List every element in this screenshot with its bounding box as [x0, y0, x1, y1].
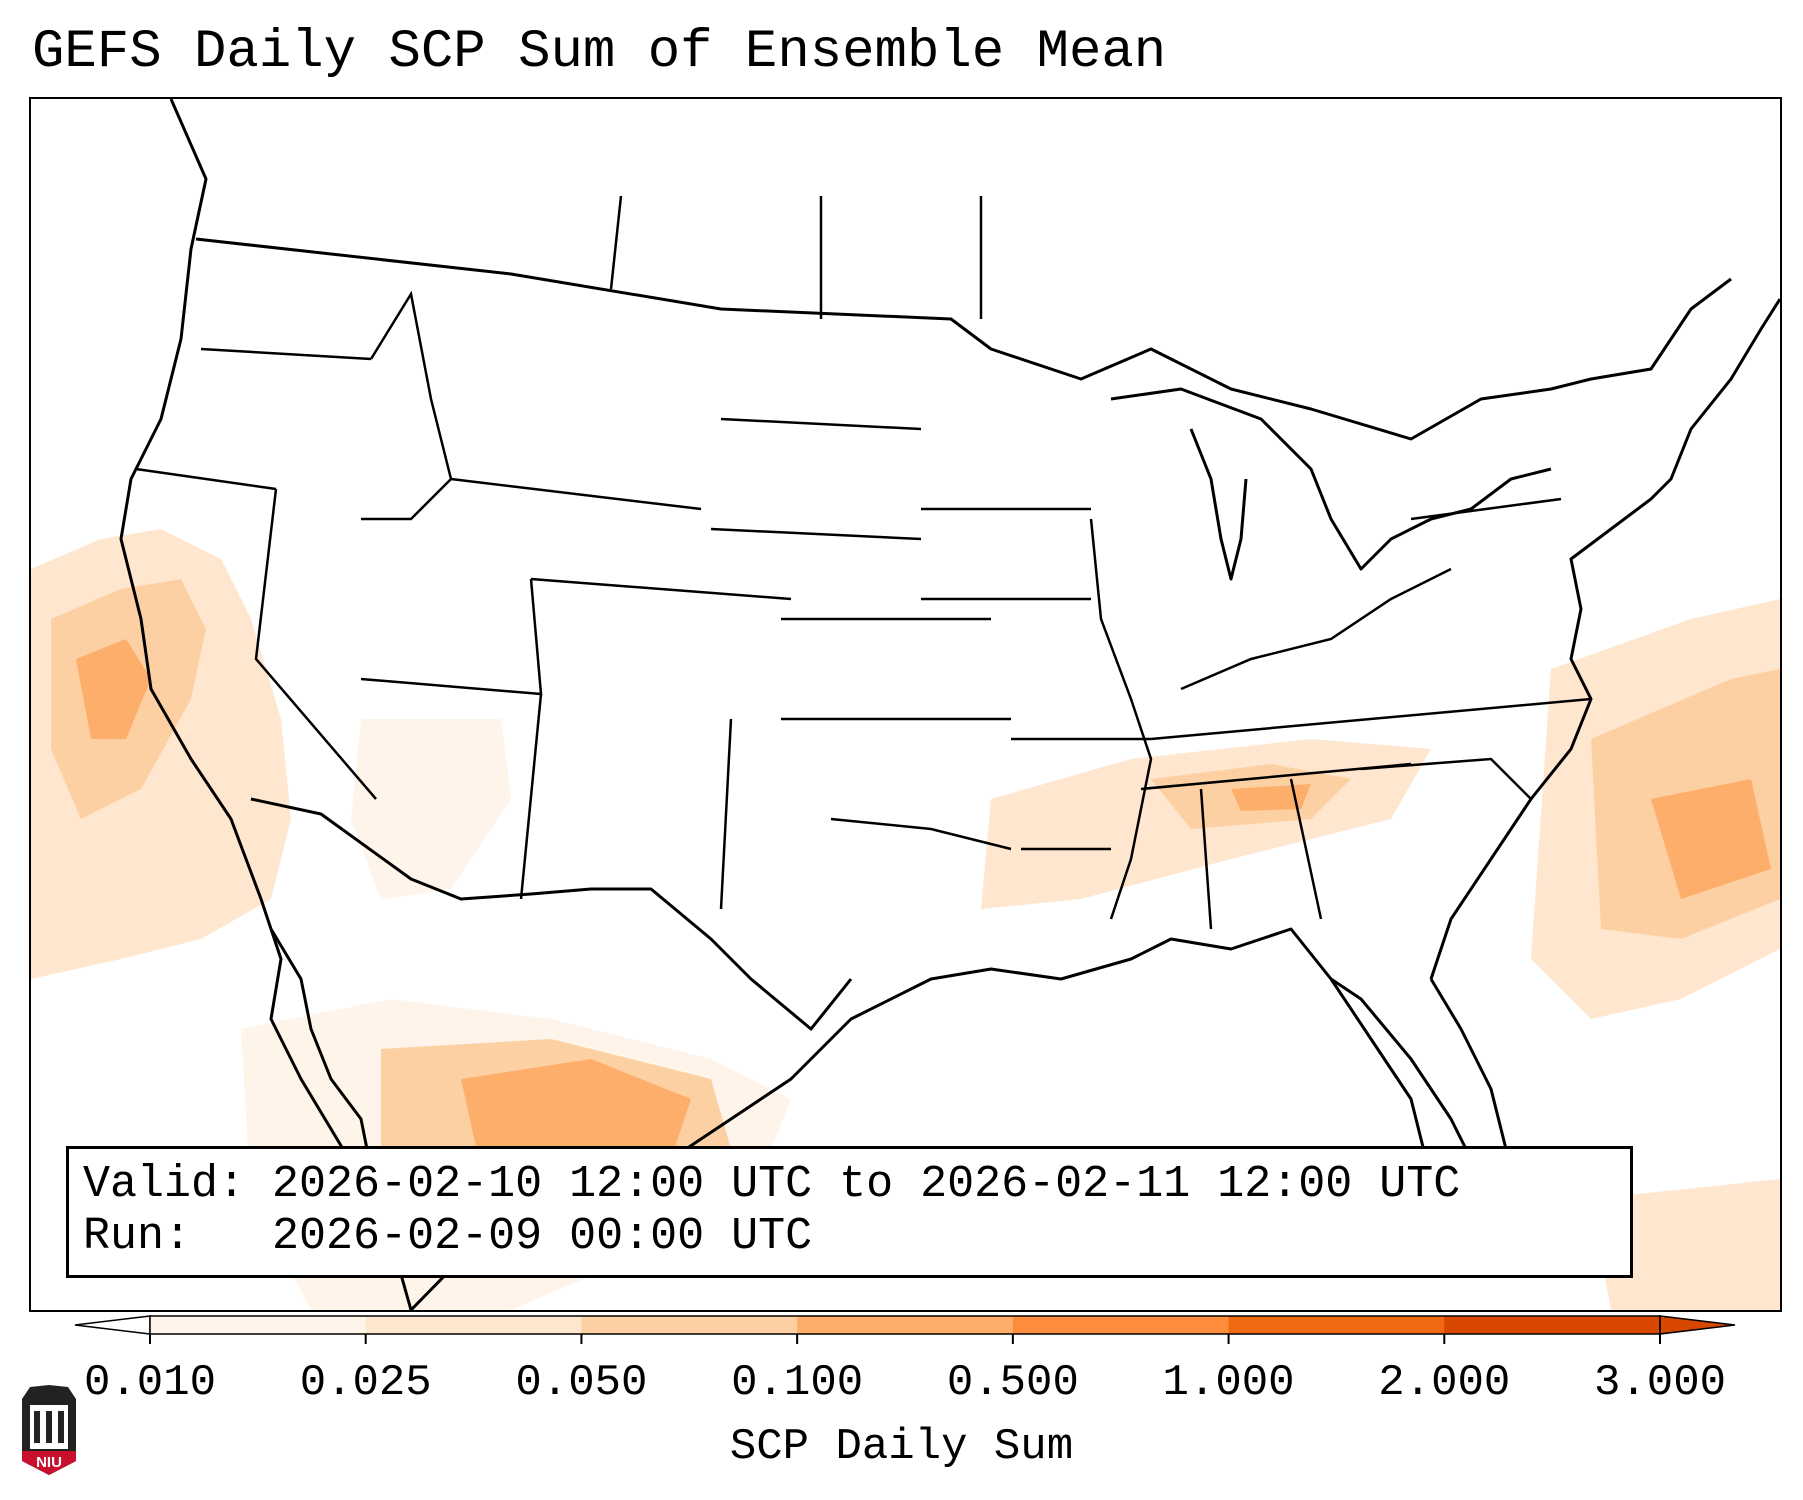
- valid-row: Valid: 2026-02-10 12:00 UTC to 2026-02-1…: [83, 1159, 1630, 1211]
- border-sd-ne: [710, 527, 922, 541]
- border-tn-ky: [1150, 697, 1592, 741]
- niu-logo-icon: NIU: [22, 1385, 76, 1475]
- colorbar-over-arrow: [1659, 1315, 1736, 1335]
- colorbar-segment: [581, 1316, 798, 1334]
- border-wa-or: [200, 347, 372, 361]
- colorbar-under-arrow: [74, 1315, 151, 1335]
- border-al-ga: [1289, 778, 1323, 920]
- shade-atlantic-max: [1651, 779, 1771, 899]
- great-lakes: [1110, 387, 1552, 571]
- border-pa-ny: [1410, 497, 1562, 521]
- border-nm-tx: [719, 718, 733, 910]
- valid-label: Valid:: [83, 1159, 246, 1210]
- border-az-nm: [519, 693, 543, 900]
- border-nc-sc: [1360, 757, 1532, 800]
- colorbar-segment: [1228, 1316, 1445, 1334]
- valid-run-box: Valid: 2026-02-10 12:00 UTC to 2026-02-1…: [66, 1146, 1633, 1278]
- colorbar-label: SCP Daily Sum: [729, 1422, 1074, 1472]
- map-panel: [29, 97, 1782, 1312]
- colorbar-tick-label: 3.000: [1593, 1358, 1727, 1408]
- state-lines: [135, 195, 1592, 930]
- colorbar-segment: [797, 1316, 1014, 1334]
- west-coastline: [119, 99, 413, 1310]
- colorbar-tick-label: 2.000: [1378, 1358, 1511, 1408]
- border-mt-wy: [450, 477, 702, 511]
- border-ms-al: [1199, 788, 1213, 930]
- border-ohio-river: [1180, 567, 1452, 691]
- border-wy-co: [530, 577, 792, 601]
- border-mississippi: [1089, 518, 1153, 920]
- border-meridian-west: [609, 195, 623, 290]
- east-coastline: [1429, 298, 1780, 980]
- colorbar-segments: [74, 1315, 1736, 1335]
- border-tx-ok-red-river: [830, 817, 1012, 851]
- colorbar-tick-label: 0.050: [515, 1358, 648, 1408]
- colorbar-tick-label: 0.100: [731, 1358, 864, 1408]
- shade-pacific-west-max: [76, 639, 151, 739]
- shade-tn-valley-max: [1231, 784, 1311, 811]
- canada-border: [195, 237, 1732, 441]
- border-or-ca: [135, 467, 277, 491]
- colorbar: [74, 1315, 1736, 1344]
- svg-text:NIU: NIU: [36, 1454, 62, 1471]
- page-title: GEFS Daily SCP Sum of Ensemble Mean: [32, 22, 1167, 83]
- colorbar-tick-label: 0.500: [946, 1358, 1079, 1408]
- border-ca-nv: [254, 488, 377, 800]
- colorbar-segment: [365, 1316, 582, 1334]
- mexico-border: [250, 797, 853, 1031]
- colorbar-outline: [149, 1315, 1661, 1335]
- valid-value: 2026-02-10 12:00 UTC to 2026-02-11 12:00…: [272, 1159, 1461, 1210]
- run-row: Run: 2026-02-09 00:00 UTC: [83, 1211, 1630, 1263]
- colorbar-tick-label: 1.000: [1162, 1358, 1295, 1408]
- shade-southwest: [351, 719, 511, 899]
- border-id: [361, 290, 453, 521]
- colorbar-segment: [150, 1316, 367, 1334]
- lake-michigan: [1189, 428, 1248, 581]
- shade-caribbean: [1591, 1179, 1780, 1310]
- map-canvas: [31, 99, 1780, 1310]
- border-ut-co: [360, 578, 543, 696]
- colorbar-ticks: [149, 1334, 1661, 1344]
- colorbar-segment: [1012, 1316, 1230, 1334]
- border-nd-sd: [720, 417, 922, 431]
- colorbar-segment: [1444, 1316, 1661, 1334]
- run-label: Run:: [83, 1211, 192, 1262]
- colorbar-tick-label: 0.010: [83, 1358, 217, 1408]
- run-value: 2026-02-09 00:00 UTC: [272, 1211, 813, 1262]
- colorbar-tick-label: 0.025: [299, 1358, 432, 1408]
